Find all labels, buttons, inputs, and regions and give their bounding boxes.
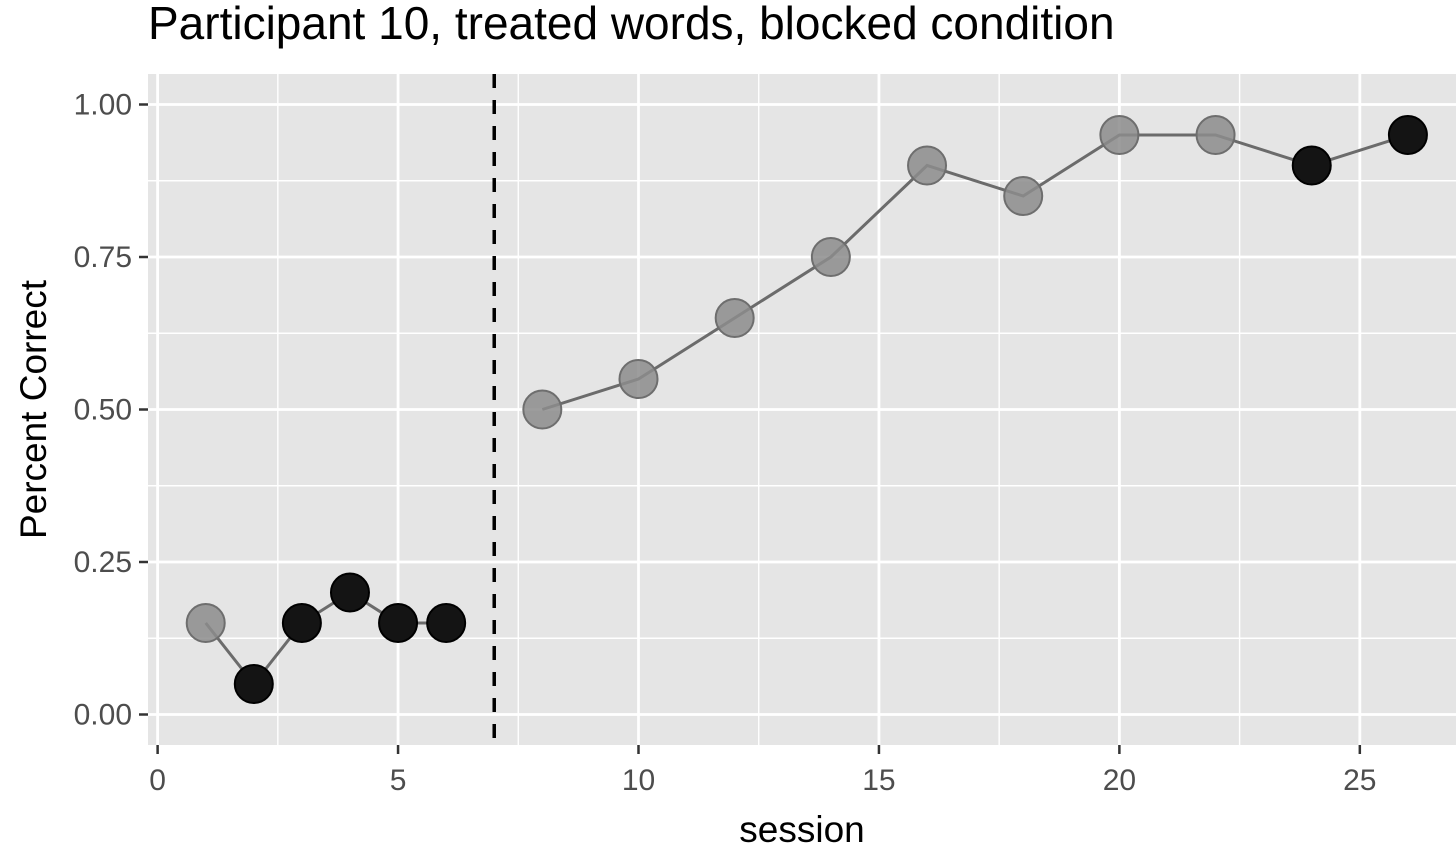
x-tick-label: 5: [390, 764, 407, 797]
data-point: [233, 664, 274, 704]
data-point: [1003, 176, 1044, 216]
x-axis-title: session: [739, 809, 864, 846]
axis-ticks: [139, 103, 1362, 754]
data-point: [378, 603, 419, 643]
series-points: [185, 115, 1428, 704]
data-point: [329, 572, 370, 613]
chart-title: Participant 10, treated words, blocked c…: [148, 0, 1115, 49]
x-tick-label: 25: [1343, 764, 1376, 797]
x-tick-label: 10: [622, 764, 655, 797]
y-tick-label: 1.00: [74, 89, 132, 122]
data-point: [907, 145, 948, 186]
data-point: [522, 389, 563, 430]
series-line-2: [541, 133, 1409, 411]
data-point: [426, 603, 467, 643]
y-tick-label: 0.50: [74, 394, 132, 427]
data-point: [185, 603, 226, 643]
y-tick-labels: 0.00 0.25 0.50 0.75 1.00: [74, 89, 132, 732]
data-point: [618, 359, 659, 399]
y-tick-label: 0.25: [74, 546, 132, 579]
data-point: [1099, 115, 1140, 155]
data-point: [1387, 115, 1428, 155]
x-tick-label: 15: [862, 764, 895, 797]
data-point: [714, 298, 755, 338]
data-point: [281, 603, 322, 643]
y-axis-title: Percent Correct: [13, 279, 54, 539]
data-point: [1291, 145, 1332, 186]
x-tick-labels: 0 5 10 15 20 25: [149, 764, 1376, 797]
major-gridlines: [148, 74, 1456, 745]
data-point: [810, 237, 851, 277]
x-tick-label: 20: [1103, 764, 1136, 797]
minor-gridlines: [148, 74, 1456, 745]
y-tick-label: 0.00: [74, 699, 132, 732]
x-tick-label: 0: [149, 764, 166, 797]
y-tick-label: 0.75: [74, 241, 132, 274]
data-point: [1195, 115, 1236, 155]
